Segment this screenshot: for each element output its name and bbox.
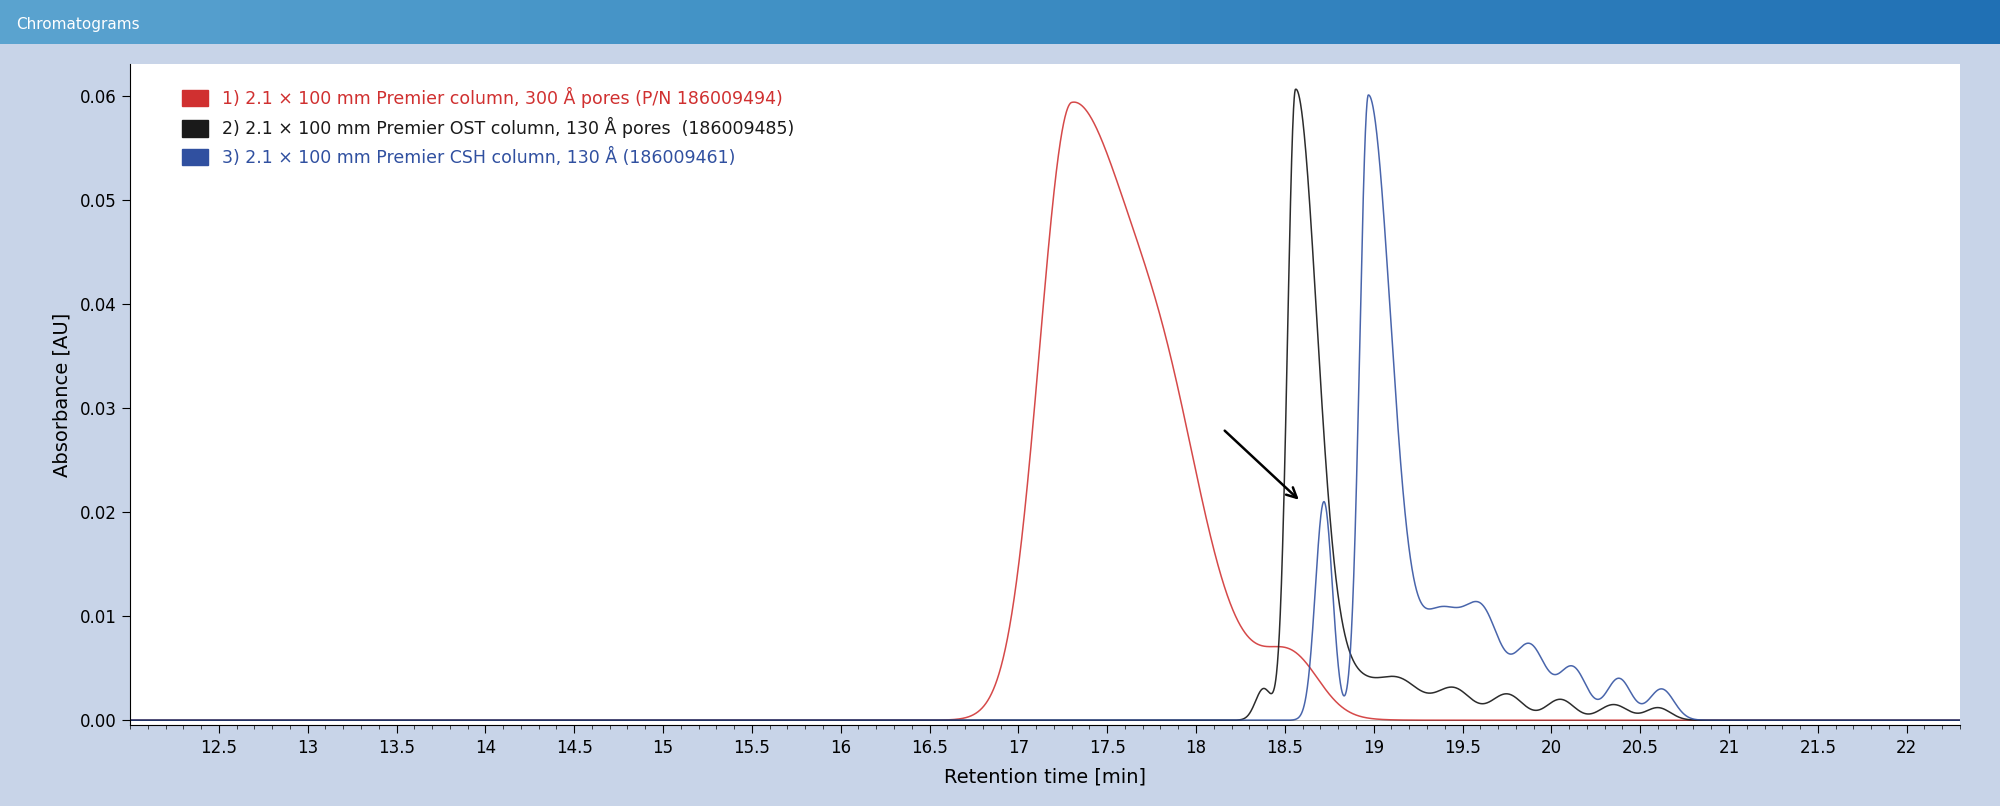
Y-axis label: Absorbance [AU]: Absorbance [AU]	[52, 313, 72, 477]
X-axis label: Retention time [min]: Retention time [min]	[944, 767, 1146, 787]
Legend: 1) 2.1 × 100 mm Premier column, 300 Å pores (P/N 186009494), 2) 2.1 × 100 mm Pre: 1) 2.1 × 100 mm Premier column, 300 Å po…	[176, 80, 802, 174]
Text: Chromatograms: Chromatograms	[16, 17, 140, 32]
